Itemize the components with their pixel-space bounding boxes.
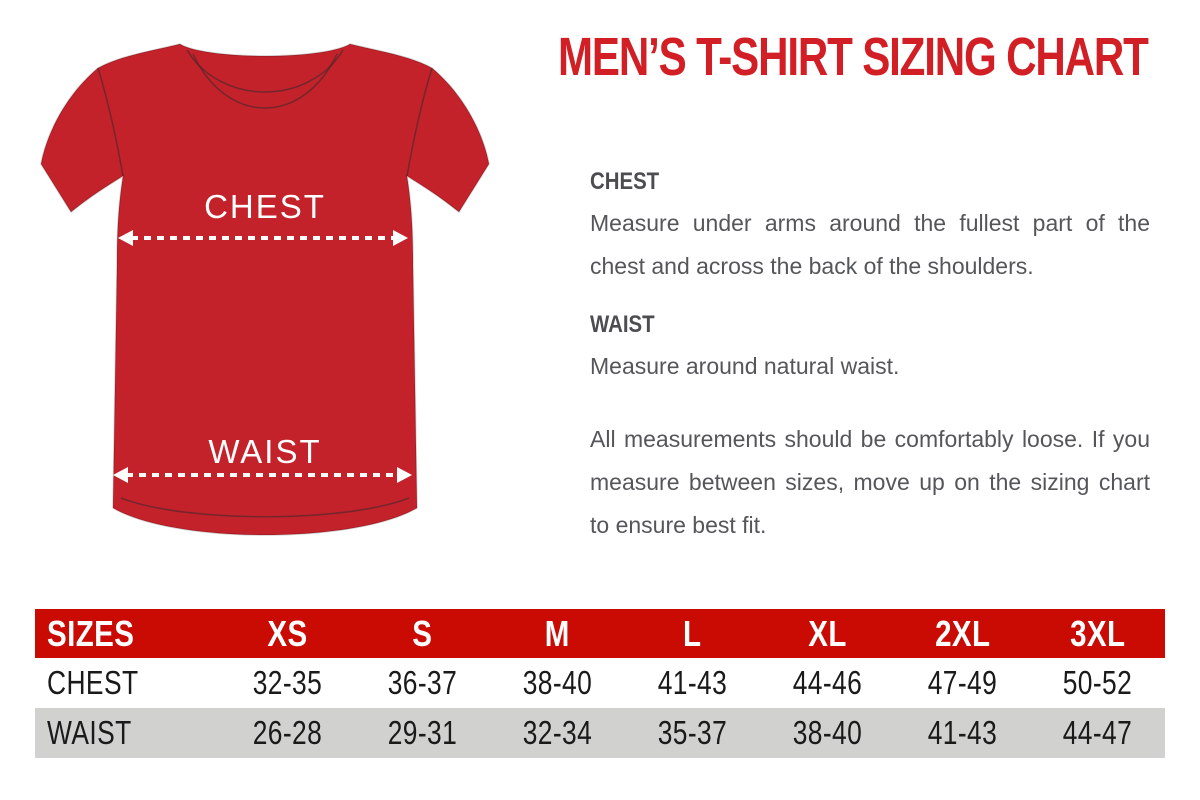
row-label-waist: WAIST — [47, 714, 132, 751]
waist-section-heading: WAIST — [590, 311, 655, 338]
row-label-chest: CHEST — [47, 664, 139, 701]
chest-section: CHEST Measure under arms around the full… — [590, 168, 1150, 288]
sleeve-seam-left — [97, 67, 124, 177]
sleeve-seam-right — [406, 67, 433, 177]
collar-band-line — [192, 53, 338, 109]
chest-value-l: 41-43 — [657, 664, 728, 701]
page-title: MEN’S T-SHIRT SIZING CHART — [558, 27, 1149, 87]
chest-value-xs: 32-35 — [252, 664, 323, 701]
waist-value-3xl: 44-47 — [1062, 714, 1133, 751]
chest-value-m: 38-40 — [522, 664, 593, 701]
chest-measure-arrow — [118, 230, 408, 246]
header-cell-3xl: 3XL — [1069, 612, 1126, 654]
size-table-header-row: SIZES XS S M L XL 2XL 3XL — [35, 609, 1165, 658]
header-cell-xl: XL — [808, 612, 847, 654]
waist-value-2xl: 41-43 — [927, 714, 998, 751]
chest-section-text: Measure under arms around the fullest pa… — [590, 209, 1150, 279]
waist-value-xs: 26-28 — [252, 714, 323, 751]
chest-value-2xl: 47-49 — [927, 664, 998, 701]
header-cell-xs: XS — [267, 612, 308, 654]
tshirt-shape — [40, 43, 490, 536]
waist-section-text: Measure around natural waist. — [590, 352, 900, 379]
header-cell-sizes: SIZES — [47, 612, 135, 654]
header-cell-s: S — [412, 612, 433, 654]
waist-value-s: 29-31 — [387, 714, 458, 751]
tshirt-illustration: CHEST WAIST — [40, 43, 490, 536]
waist-value-xl: 38-40 — [792, 714, 863, 751]
waist-value-m: 32-34 — [522, 714, 593, 751]
table-row-chest: CHEST 32-35 36-37 38-40 41-43 44-46 47-4… — [35, 658, 1165, 708]
table-row-waist: WAIST 26-28 29-31 32-34 35-37 38-40 41-4… — [35, 708, 1165, 758]
waist-label: WAIST — [208, 433, 321, 470]
header-cell-m: M — [544, 612, 571, 654]
size-table: SIZES XS S M L XL 2XL 3XL CHEST 32-35 36… — [35, 609, 1165, 758]
chest-value-s: 36-37 — [387, 664, 458, 701]
hem-stitch-line — [120, 497, 410, 518]
chest-value-3xl: 50-52 — [1062, 664, 1133, 701]
chest-label: CHEST — [204, 188, 326, 225]
waist-value-l: 35-37 — [657, 714, 728, 751]
chest-value-xl: 44-46 — [792, 664, 863, 701]
fit-note-text: All measurements should be comfortably l… — [590, 426, 1150, 538]
collar-neckline — [186, 49, 344, 93]
chest-section-heading: CHEST — [590, 168, 660, 195]
waist-measure-arrow — [113, 467, 412, 483]
header-cell-2xl: 2XL — [934, 612, 991, 654]
waist-section: WAIST Measure around natural waist. — [590, 311, 1150, 388]
header-cell-l: L — [683, 612, 702, 654]
